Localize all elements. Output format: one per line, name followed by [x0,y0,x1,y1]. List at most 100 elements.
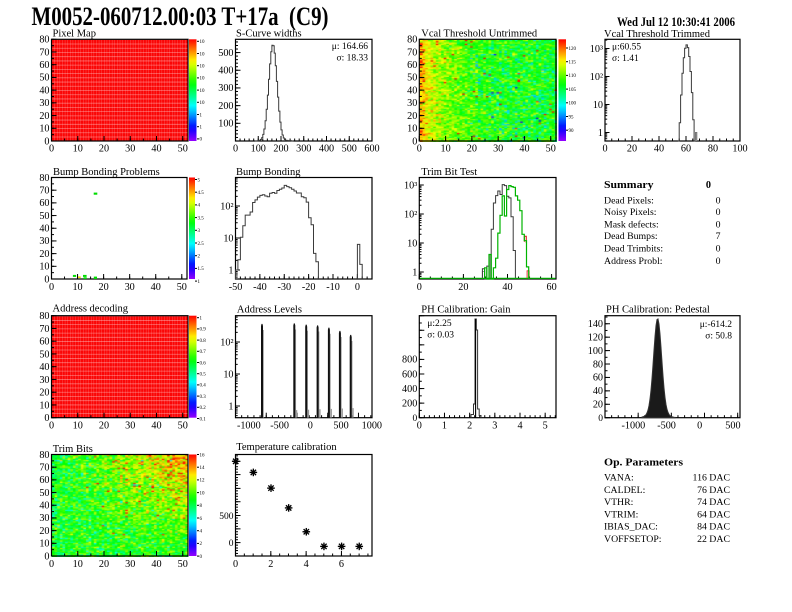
svg-text:115: 115 [569,61,577,66]
svg-text:20: 20 [39,249,49,260]
svg-text:PH Calibration: Gain: PH Calibration: Gain [421,305,511,316]
svg-text:100: 100 [732,144,747,155]
svg-text:40: 40 [39,362,49,373]
svg-text:10: 10 [39,400,49,411]
svg-text:60: 60 [39,337,49,348]
svg-text:2: 2 [198,255,201,260]
svg-text:0.4: 0.4 [200,384,207,389]
svg-text:0: 0 [355,282,360,293]
svg-text:30: 30 [125,282,135,293]
svg-text:0: 0 [49,144,54,155]
svg-text:60: 60 [407,60,417,71]
svg-text:0: 0 [716,244,721,255]
svg-text:80: 80 [407,35,417,46]
svg-text:Mask defects:: Mask defects: [604,220,659,231]
svg-text:0: 0 [44,413,49,424]
svg-text:3: 3 [198,229,201,234]
svg-text:50: 50 [178,144,188,155]
svg-text:0: 0 [716,207,721,218]
svg-text:80: 80 [39,311,49,322]
svg-text:1: 1 [228,401,233,412]
svg-text:40: 40 [39,85,49,96]
svg-text:50: 50 [39,349,49,360]
svg-text:60: 60 [681,144,691,155]
svg-text:1.5: 1.5 [198,267,205,272]
svg-text:0: 0 [308,421,313,432]
svg-text:40: 40 [654,144,664,155]
svg-text:40: 40 [39,224,49,235]
svg-text:4: 4 [517,421,522,432]
svg-text:-10: -10 [326,282,340,293]
svg-text:200: 200 [402,398,417,409]
svg-text:20: 20 [593,400,603,411]
svg-text:40: 40 [151,282,161,293]
svg-text:40: 40 [407,85,417,96]
svg-text:σ: 18.33: σ: 18.33 [336,54,368,64]
svg-text:0: 0 [716,256,721,267]
svg-text:0: 0 [200,138,203,143]
svg-text:1: 1 [200,113,203,118]
svg-text:40: 40 [151,144,161,155]
svg-text:120: 120 [569,47,577,52]
svg-text:20: 20 [407,111,417,122]
svg-text:60: 60 [593,373,603,384]
svg-text:-50: -50 [229,282,243,293]
svg-text:0: 0 [49,421,54,432]
svg-text:20: 20 [627,144,637,155]
svg-text:50: 50 [178,421,188,432]
svg-text:10: 10 [72,282,82,293]
svg-text:110: 110 [569,74,577,79]
svg-text:Address Probl:: Address Probl: [604,256,663,267]
svg-text:10: 10 [73,144,83,155]
svg-text:0: 0 [49,282,54,293]
svg-text:Dead Bumps:: Dead Bumps: [604,231,658,242]
svg-text:80: 80 [593,359,603,370]
svg-text:10: 10 [223,369,233,380]
svg-text:30: 30 [39,98,49,109]
svg-text:80: 80 [39,173,49,184]
svg-text:μ: 164.66: μ: 164.66 [332,42,368,52]
svg-text:3: 3 [492,421,497,432]
svg-text:50: 50 [177,282,187,293]
svg-text:80: 80 [39,35,49,46]
svg-text:30: 30 [407,98,417,109]
svg-text:10: 10 [200,52,206,57]
svg-text:300: 300 [296,144,311,155]
svg-text:10: 10 [200,77,206,82]
svg-text:0.7: 0.7 [200,350,207,355]
svg-text:500: 500 [342,144,357,155]
svg-text:σ: 0.03: σ: 0.03 [427,331,454,341]
svg-text:10: 10 [73,421,83,432]
svg-text:1: 1 [198,280,201,285]
svg-text:-40: -40 [253,282,267,293]
svg-text:0: 0 [716,196,721,207]
svg-text:140: 140 [588,319,603,330]
svg-text:S-Curve widths: S-Curve widths [236,29,302,40]
svg-text:μ:60.55: μ:60.55 [612,43,641,53]
svg-text:30: 30 [39,375,49,386]
svg-text:5: 5 [543,421,548,432]
svg-text:Bump Bonding: Bump Bonding [236,167,301,178]
svg-text:20: 20 [458,282,468,293]
svg-text:4.5: 4.5 [198,191,205,196]
svg-text:300: 300 [218,83,233,94]
svg-text:10²: 10² [220,337,233,348]
svg-text:10: 10 [223,233,233,244]
svg-text:40: 40 [151,421,161,432]
svg-text:Trim Bit Test: Trim Bit Test [421,167,477,178]
svg-text:3.5: 3.5 [198,216,205,221]
svg-text:5: 5 [198,178,201,183]
svg-text:10: 10 [39,262,49,273]
svg-text:100: 100 [218,119,233,130]
svg-text:-500: -500 [270,421,289,432]
svg-text:400: 400 [218,66,233,77]
svg-text:60: 60 [546,282,556,293]
svg-text:0: 0 [413,414,418,424]
svg-text:1: 1 [442,421,447,432]
svg-text:10³: 10³ [404,180,417,191]
svg-text:Dead Pixels:: Dead Pixels: [604,196,654,207]
svg-text:800: 800 [402,355,417,366]
svg-text:μ:2.25: μ:2.25 [427,319,452,329]
svg-text:10²: 10² [404,209,417,220]
svg-text:80: 80 [708,144,718,155]
